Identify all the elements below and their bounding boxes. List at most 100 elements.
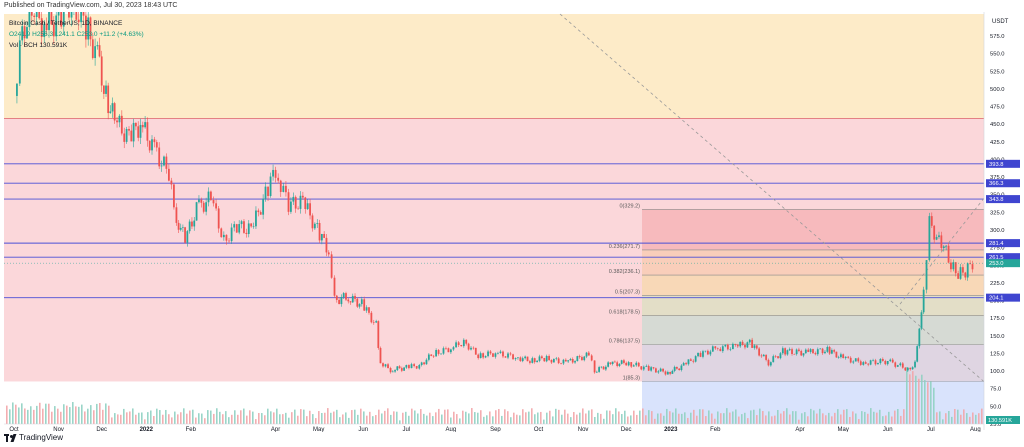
candle-body (583, 356, 586, 361)
candle-body (33, 15, 36, 17)
candle-body (139, 124, 142, 138)
volume-bar (501, 415, 503, 424)
volume-bar (366, 415, 368, 424)
volume-bar (162, 414, 164, 424)
candle-body (18, 40, 21, 84)
volume-bar (144, 419, 146, 424)
volume-bar (348, 417, 350, 424)
candle-body (489, 351, 492, 354)
candle-body (642, 366, 645, 370)
candle-body (814, 353, 817, 355)
volume-bar (870, 408, 872, 424)
volume-bar (444, 409, 446, 424)
volume-bar (936, 412, 938, 424)
volume-bar (507, 411, 509, 424)
candle-body (765, 354, 768, 360)
candle-body (971, 264, 974, 270)
candle-body (555, 358, 558, 360)
candle-body (492, 353, 494, 357)
volume-bar (906, 366, 908, 424)
candle-body (125, 128, 128, 142)
volume-bar (48, 403, 50, 424)
candle-body (877, 362, 879, 365)
candle-body (514, 358, 517, 360)
candle-body (35, 12, 38, 17)
volume-bar (849, 416, 851, 424)
candle-body (107, 85, 110, 114)
volume-bar (513, 412, 515, 424)
candle-body (521, 358, 524, 362)
candle-body (964, 272, 967, 278)
candle-body (769, 362, 772, 366)
volume-bar (177, 414, 179, 424)
candle-body (423, 362, 425, 365)
candle-body (128, 128, 130, 131)
candle-body (637, 362, 640, 367)
candle-body (420, 362, 423, 366)
candle-body (755, 345, 758, 349)
candle-body (647, 365, 650, 371)
level-tag-label: 366.3 (989, 181, 1004, 187)
candle-body (465, 339, 468, 344)
volume-bar (756, 415, 758, 424)
volume-bar (186, 413, 188, 424)
candle-body (327, 252, 330, 255)
candle-body (694, 356, 697, 362)
candle-body (774, 356, 777, 357)
volume-bar (411, 408, 413, 424)
volume-bar (954, 409, 956, 424)
level-tag (986, 195, 1020, 204)
volume-bar (129, 411, 131, 424)
volume-bar (402, 412, 404, 424)
candle-body (581, 357, 583, 361)
volume-bar (945, 413, 947, 424)
volume-bar (786, 408, 788, 424)
volume-bar (126, 412, 128, 424)
candle-body (807, 349, 810, 352)
volume-bar (96, 403, 98, 424)
candle-body (105, 85, 107, 94)
candle-body (109, 111, 112, 114)
volume-bar (462, 410, 464, 424)
candle-body (347, 299, 350, 302)
candle-body (788, 349, 791, 351)
candle-body (102, 85, 105, 94)
volume-bar (75, 406, 77, 424)
volume-bar (117, 414, 119, 424)
candle-body (394, 370, 396, 372)
candle-body (669, 371, 672, 374)
candle-body (220, 228, 223, 238)
volume-bar (525, 412, 527, 424)
candle-body (264, 186, 267, 199)
volume-bar (288, 417, 290, 424)
candle-body (957, 273, 960, 279)
volume-bar (825, 415, 827, 424)
candle-body (23, 26, 26, 39)
volume-bar (72, 402, 74, 424)
candle-body (562, 359, 565, 364)
candle-body (650, 367, 653, 371)
volume-bar (252, 411, 254, 424)
candle-body (342, 293, 345, 298)
candle-body (351, 295, 354, 303)
candle-body (724, 344, 727, 347)
volume-bar (522, 409, 524, 424)
candle-body (408, 365, 410, 369)
candle-body (252, 226, 255, 227)
volume-bar (585, 413, 587, 424)
candle-body (702, 351, 704, 357)
price-chart[interactable]: 0(329.2) 0.236(271.7) 0.382(236.1) 0.5(207.… (0, 12, 1024, 432)
volume-bar (318, 411, 320, 424)
candle-body (447, 348, 450, 353)
price-tick-label: 150.0 (990, 334, 1005, 340)
volume-bar (324, 412, 326, 424)
candle-body (484, 356, 487, 358)
volume-bar (819, 408, 821, 424)
volume-bar (867, 413, 869, 424)
volume-bar (123, 408, 125, 424)
candle-body (160, 165, 163, 167)
candle-body (928, 216, 931, 261)
candle-body (30, 12, 33, 16)
candle-body (177, 222, 180, 230)
volume-bar (15, 404, 17, 424)
